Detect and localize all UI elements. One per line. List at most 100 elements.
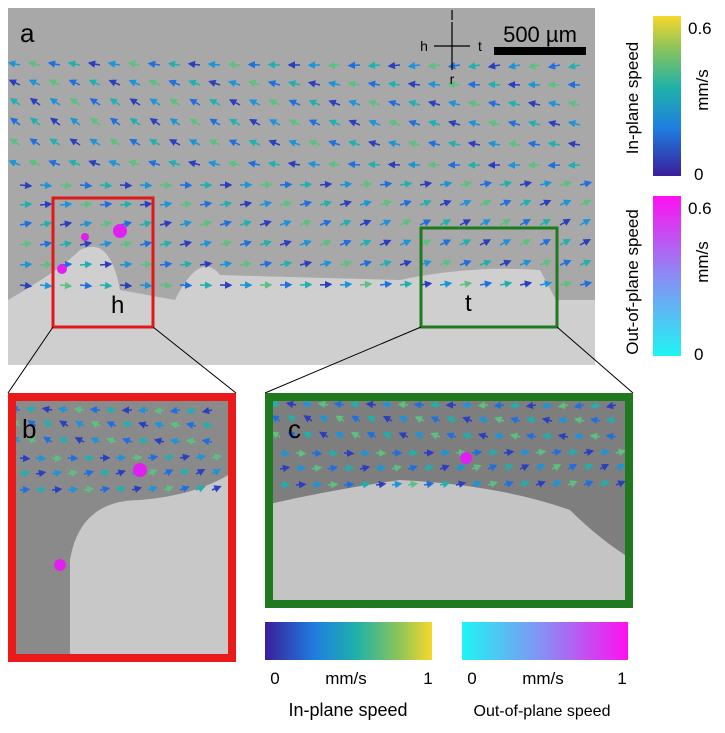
colorbar bbox=[462, 622, 628, 660]
colorbar-tick: 0 bbox=[694, 345, 703, 364]
flow-arrow bbox=[20, 204, 31, 205]
flow-arrow bbox=[180, 285, 191, 286]
flow-arrow bbox=[469, 84, 480, 85]
out-of-plane-dot bbox=[81, 233, 89, 241]
flow-arrow bbox=[40, 204, 51, 205]
flow-arrow bbox=[155, 410, 164, 411]
flow-arrow bbox=[80, 264, 91, 265]
flow-arrow bbox=[389, 164, 400, 165]
flow-arrow bbox=[280, 453, 289, 454]
flow-arrow bbox=[20, 458, 29, 459]
colorbar-unit: mm/s bbox=[325, 669, 367, 688]
flow-arrow bbox=[360, 284, 371, 285]
flow-arrow bbox=[296, 484, 305, 485]
flow-arrow bbox=[280, 184, 291, 185]
flow-arrow bbox=[68, 489, 77, 490]
orientation-label: t bbox=[478, 38, 482, 54]
flow-arrow bbox=[80, 185, 91, 186]
flow-arrow bbox=[100, 264, 111, 265]
roi-label: t bbox=[465, 290, 472, 317]
roi-label: h bbox=[111, 292, 124, 319]
flow-arrow bbox=[369, 164, 380, 165]
colorbar bbox=[653, 16, 681, 176]
colorbar-unit: mm/s bbox=[522, 669, 564, 688]
flow-arrow bbox=[36, 458, 45, 459]
orientation-label: l bbox=[450, 7, 453, 23]
flow-arrow bbox=[509, 84, 520, 85]
flow-arrow bbox=[529, 84, 540, 85]
flow-arrow bbox=[489, 84, 500, 85]
out-of-plane-dot bbox=[460, 452, 472, 464]
flow-arrow bbox=[140, 285, 151, 286]
orientation-label: h bbox=[420, 38, 428, 54]
flow-arrow bbox=[139, 410, 148, 411]
colorbar-tick: 0 bbox=[270, 669, 279, 688]
flow-arrow bbox=[52, 489, 61, 490]
flow-arrow bbox=[349, 164, 360, 165]
colorbar-tick: 1 bbox=[423, 669, 432, 688]
flow-arrow bbox=[75, 409, 84, 410]
flow-arrow bbox=[296, 453, 305, 454]
panel-b: b bbox=[8, 393, 236, 662]
flow-arrow bbox=[60, 185, 71, 186]
flow-arrow bbox=[116, 457, 125, 458]
flow-arrow bbox=[20, 264, 31, 265]
flow-arrow bbox=[328, 453, 337, 454]
flow-arrow bbox=[100, 185, 111, 186]
flow-arrow bbox=[300, 184, 311, 185]
flow-arrow bbox=[495, 405, 504, 406]
colorbar bbox=[653, 196, 681, 356]
flow-arrow bbox=[40, 264, 51, 265]
flow-arrow bbox=[300, 284, 311, 285]
flow-arrow bbox=[36, 489, 45, 490]
colorbar-tick: 0 bbox=[694, 165, 703, 184]
flow-arrow bbox=[91, 409, 100, 410]
flow-arrow bbox=[569, 165, 580, 166]
flow-arrow bbox=[344, 453, 353, 454]
flow-arrow bbox=[140, 185, 151, 186]
colorbar bbox=[265, 622, 432, 660]
flow-arrow bbox=[120, 185, 131, 186]
flow-arrow bbox=[229, 64, 240, 65]
flow-arrow bbox=[360, 484, 369, 485]
flow-arrow bbox=[320, 184, 331, 185]
flow-arrow bbox=[209, 64, 220, 65]
flow-arrow bbox=[399, 404, 408, 405]
out-of-plane-dot bbox=[113, 224, 127, 238]
colorbar-title: In-plane speed bbox=[623, 42, 642, 154]
panel-a: a h t l h t r 500 µm bbox=[8, 7, 595, 365]
out-of-plane-dot bbox=[54, 559, 66, 571]
colorbar-unit: mm/s bbox=[693, 241, 712, 283]
colorbar-title: Out-of-plane speed bbox=[474, 703, 611, 720]
flow-arrow bbox=[344, 484, 353, 485]
flow-arrow bbox=[120, 285, 131, 286]
panel-c: c bbox=[265, 393, 633, 608]
flow-arrow bbox=[383, 404, 392, 405]
flow-arrow bbox=[160, 285, 171, 286]
flow-arrow bbox=[132, 457, 141, 458]
flow-arrow bbox=[328, 484, 337, 485]
colorbar-tick: 1 bbox=[617, 669, 626, 688]
flow-arrow bbox=[312, 453, 321, 454]
panel-label: b bbox=[22, 414, 36, 444]
flow-arrow bbox=[249, 64, 260, 65]
flow-arrow bbox=[349, 65, 360, 66]
colorbar-tick: 0.6 bbox=[688, 19, 712, 38]
out-of-plane-dot bbox=[133, 463, 147, 477]
orientation-label: r bbox=[450, 71, 455, 87]
flow-arrow bbox=[320, 284, 331, 285]
flow-arrow bbox=[479, 405, 488, 406]
flow-arrow bbox=[20, 489, 29, 490]
flow-arrow bbox=[280, 484, 289, 485]
flow-arrow bbox=[440, 452, 449, 453]
scale-bar-label: 500 µm bbox=[503, 22, 577, 47]
flow-arrow bbox=[52, 458, 61, 459]
flow-arrow bbox=[40, 185, 51, 186]
colorbar-title: In-plane speed bbox=[288, 700, 407, 720]
colorbar-title: Out-of-plane speed bbox=[623, 209, 642, 355]
out-of-plane-dot bbox=[57, 264, 67, 274]
flow-arrow bbox=[369, 65, 380, 66]
flow-arrow bbox=[100, 285, 111, 286]
flow-arrow bbox=[20, 185, 31, 186]
